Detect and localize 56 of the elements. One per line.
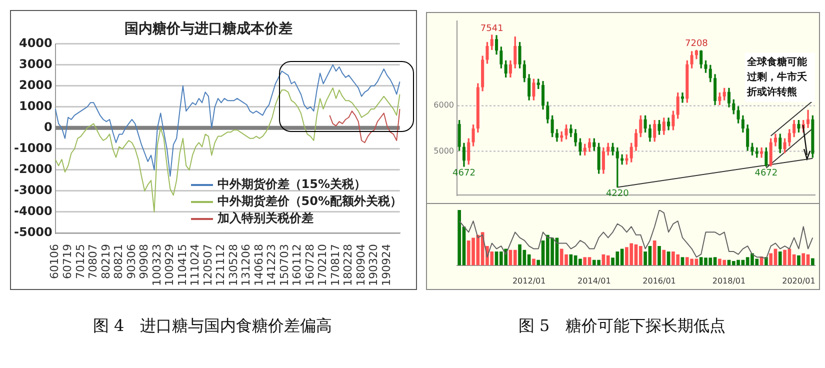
x-tick-label: 100323 [150, 244, 164, 286]
x-tick-label: 140618 [252, 244, 266, 286]
x-tick-label: 160728 [303, 244, 316, 286]
x-tick-label: 120507 [201, 244, 214, 286]
text: 4672 [452, 168, 476, 178]
chart-title: 国内糖价与进口糖成本价差 [124, 20, 292, 38]
x-tick-label: 70807 [86, 244, 100, 280]
text: 4672 [754, 168, 778, 178]
text: 7541 [480, 24, 504, 34]
annotation: 全球食糖可能过剩，牛市夭折或许转熊 [745, 53, 815, 102]
x-tick-label: 190924 [380, 244, 393, 286]
x-tick-label: 131206 [240, 244, 253, 286]
caption: 图 5 糖价可能下探长期低点 [517, 316, 727, 337]
x-tick-label: 2016/01 [642, 276, 676, 286]
legend-label: 中外期货差价（50%配额外关税） [217, 193, 402, 210]
text: 4220 [606, 189, 629, 200]
x-tick-label: 2020/01 [782, 276, 816, 286]
x-tick-label: 90306 [124, 244, 138, 280]
x-tick-label: 150703 [278, 244, 291, 286]
x-tick-label: 2012/01 [512, 276, 546, 286]
x-tick-label: 121112 [214, 244, 228, 286]
x-tick-label: 130528 [226, 244, 240, 286]
x-tick-label: 111024 [188, 244, 202, 286]
x-tick-label: 60106 [48, 244, 62, 280]
x-tick-label: 170817 [328, 244, 342, 286]
x-tick-label: 110415 [176, 244, 189, 286]
x-tick-label: 2014/01 [578, 276, 611, 286]
y-tick-label: -5000 [14, 225, 52, 240]
x-tick-label: 141223 [265, 244, 278, 286]
x-tick-label: 60719 [60, 244, 74, 280]
x-tick-label: 170210 [316, 244, 330, 286]
y-tick-label: 5000 [434, 146, 454, 156]
y-tick-label: 6000 [434, 100, 454, 110]
y-tick-label: 0 [44, 120, 52, 134]
x-tick-label: 190320 [367, 244, 380, 286]
text: 7208 [684, 39, 708, 50]
y-tick-label: -3000 [14, 183, 52, 198]
y-tick-label: 1000 [18, 98, 52, 113]
x-tick-label: 160112 [290, 244, 304, 286]
x-tick-label: 100929 [163, 244, 176, 286]
y-tick-label: -2000 [14, 162, 52, 176]
x-tick-label: 70125 [74, 244, 87, 280]
x-tick-label: 180228 [342, 244, 355, 286]
legend-label: 中外期货价差（15%关税） [217, 176, 366, 193]
x-tick-label: 90908 [138, 244, 151, 280]
x-tick-label: 80219 [99, 244, 112, 280]
x-tick-label: 80821 [112, 244, 126, 280]
y-tick-label: -1000 [14, 141, 52, 156]
x-tick-label: 180904 [354, 244, 368, 286]
y-tick-label: 2000 [18, 78, 52, 92]
x-tick-label: 2018/01 [712, 276, 746, 286]
legend-label: 加入特别关税价差 [217, 210, 314, 227]
y-tick-label: 3000 [18, 56, 52, 71]
y-tick-label: -4000 [14, 204, 52, 218]
y-tick-label: 4000 [18, 36, 52, 50]
caption: 图 4 进口糖与国内食糖价差偏高 [92, 316, 334, 337]
